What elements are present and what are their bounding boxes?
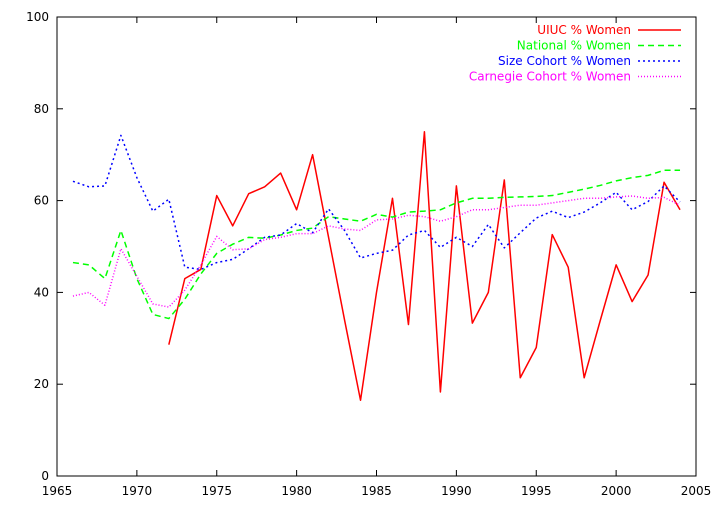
x-tick-label: 1995 [521,484,552,498]
x-tick-label: 2005 [681,484,712,498]
y-tick-label: 0 [41,469,49,483]
legend-label: UIUC % Women [537,23,631,37]
y-tick-label: 100 [26,10,49,24]
x-tick-label: 1965 [42,484,73,498]
x-tick-label: 1980 [281,484,312,498]
x-tick-label: 1985 [361,484,392,498]
plot-frame [56,16,697,477]
series-lines [72,131,681,402]
axes: 1965 1970 1975 1980 1985 1990 1995 2000 2005 0 20 4… [26,10,711,498]
series-line-3 [72,134,681,271]
series-line-4 [72,195,681,308]
x-tick-label: 1970 [122,484,153,498]
series-line-1 [168,131,681,402]
legend-label: Size Cohort % Women [498,54,631,68]
y-tick-label: 80 [34,102,49,116]
x-tick-label: 1990 [441,484,472,498]
y-tick-label: 20 [34,377,49,391]
legend-label: Carnegie Cohort % Women [469,70,631,84]
y-tick-label: 40 [34,285,49,299]
legend-label: National % Women [517,39,631,53]
x-tick-label: 1975 [201,484,232,498]
x-tick-label: 2000 [601,484,632,498]
series-line-2 [72,169,681,320]
y-tick-label: 60 [34,194,49,208]
